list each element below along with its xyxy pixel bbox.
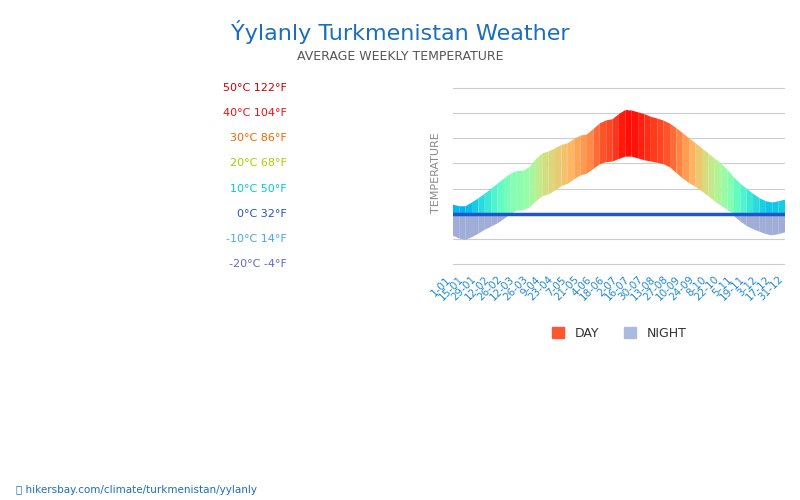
Polygon shape bbox=[695, 143, 702, 192]
Polygon shape bbox=[523, 167, 530, 210]
Polygon shape bbox=[606, 119, 613, 162]
Polygon shape bbox=[587, 129, 594, 174]
Polygon shape bbox=[721, 164, 727, 210]
Polygon shape bbox=[485, 214, 491, 230]
Polygon shape bbox=[677, 128, 683, 178]
Y-axis label: TEMPERATURE: TEMPERATURE bbox=[431, 132, 441, 212]
Polygon shape bbox=[727, 214, 734, 216]
Polygon shape bbox=[466, 214, 472, 240]
Polygon shape bbox=[759, 214, 766, 234]
Polygon shape bbox=[498, 178, 504, 214]
Polygon shape bbox=[504, 174, 510, 214]
Polygon shape bbox=[491, 184, 498, 214]
Polygon shape bbox=[562, 143, 568, 186]
Polygon shape bbox=[459, 214, 466, 240]
Polygon shape bbox=[753, 194, 759, 214]
Polygon shape bbox=[772, 214, 778, 236]
Polygon shape bbox=[504, 214, 510, 219]
Polygon shape bbox=[778, 214, 785, 234]
Polygon shape bbox=[670, 124, 677, 173]
Polygon shape bbox=[708, 154, 714, 202]
Polygon shape bbox=[568, 139, 574, 184]
Polygon shape bbox=[658, 118, 664, 164]
Polygon shape bbox=[613, 114, 619, 162]
Polygon shape bbox=[459, 206, 466, 214]
Polygon shape bbox=[453, 204, 459, 214]
Text: 0°C 32°F: 0°C 32°F bbox=[237, 209, 287, 219]
Polygon shape bbox=[734, 178, 740, 214]
Text: -20°C -4°F: -20°C -4°F bbox=[229, 260, 287, 270]
Polygon shape bbox=[740, 184, 746, 214]
Polygon shape bbox=[772, 202, 778, 214]
Polygon shape bbox=[574, 136, 581, 179]
Text: 🔍 hikersbay.com/climate/turkmenistan/yylanly: 🔍 hikersbay.com/climate/turkmenistan/yyl… bbox=[16, 485, 257, 495]
Text: -10°C 14°F: -10°C 14°F bbox=[226, 234, 287, 244]
Polygon shape bbox=[485, 188, 491, 214]
Text: 50°C 122°F: 50°C 122°F bbox=[223, 82, 287, 92]
Polygon shape bbox=[594, 124, 600, 169]
Polygon shape bbox=[549, 148, 555, 194]
Text: Ýylanly Turkmenistan Weather: Ýylanly Turkmenistan Weather bbox=[230, 20, 570, 44]
Polygon shape bbox=[638, 112, 645, 160]
Polygon shape bbox=[734, 214, 740, 222]
Polygon shape bbox=[759, 198, 766, 214]
Text: 20°C 68°F: 20°C 68°F bbox=[230, 158, 287, 168]
Polygon shape bbox=[581, 134, 587, 175]
Polygon shape bbox=[632, 110, 638, 158]
Polygon shape bbox=[778, 200, 785, 214]
Polygon shape bbox=[619, 110, 626, 159]
Polygon shape bbox=[472, 214, 478, 237]
Polygon shape bbox=[714, 158, 721, 206]
Polygon shape bbox=[530, 159, 536, 208]
Polygon shape bbox=[753, 214, 759, 232]
Polygon shape bbox=[746, 188, 753, 214]
Polygon shape bbox=[555, 145, 562, 190]
Polygon shape bbox=[542, 152, 549, 196]
Polygon shape bbox=[683, 133, 689, 183]
Polygon shape bbox=[651, 116, 658, 163]
Polygon shape bbox=[498, 214, 504, 224]
Polygon shape bbox=[645, 114, 651, 162]
Polygon shape bbox=[472, 198, 478, 214]
Polygon shape bbox=[727, 170, 734, 214]
Text: 10°C 50°F: 10°C 50°F bbox=[230, 184, 287, 194]
Polygon shape bbox=[517, 171, 523, 211]
Text: 30°C 86°F: 30°C 86°F bbox=[230, 133, 287, 143]
Polygon shape bbox=[740, 214, 746, 226]
Legend: DAY, NIGHT: DAY, NIGHT bbox=[546, 322, 691, 345]
Polygon shape bbox=[746, 214, 753, 229]
Polygon shape bbox=[689, 138, 695, 187]
Polygon shape bbox=[702, 148, 708, 196]
Polygon shape bbox=[536, 154, 542, 202]
Text: 40°C 104°F: 40°C 104°F bbox=[223, 108, 287, 118]
Polygon shape bbox=[766, 201, 772, 214]
Polygon shape bbox=[478, 194, 485, 214]
Polygon shape bbox=[766, 214, 772, 236]
Text: AVERAGE WEEKLY TEMPERATURE: AVERAGE WEEKLY TEMPERATURE bbox=[297, 50, 503, 63]
Polygon shape bbox=[478, 214, 485, 234]
Polygon shape bbox=[600, 120, 606, 164]
Polygon shape bbox=[626, 110, 632, 156]
Polygon shape bbox=[491, 214, 498, 226]
Polygon shape bbox=[466, 202, 472, 214]
Polygon shape bbox=[510, 171, 517, 214]
Polygon shape bbox=[664, 120, 670, 168]
Polygon shape bbox=[453, 214, 459, 238]
